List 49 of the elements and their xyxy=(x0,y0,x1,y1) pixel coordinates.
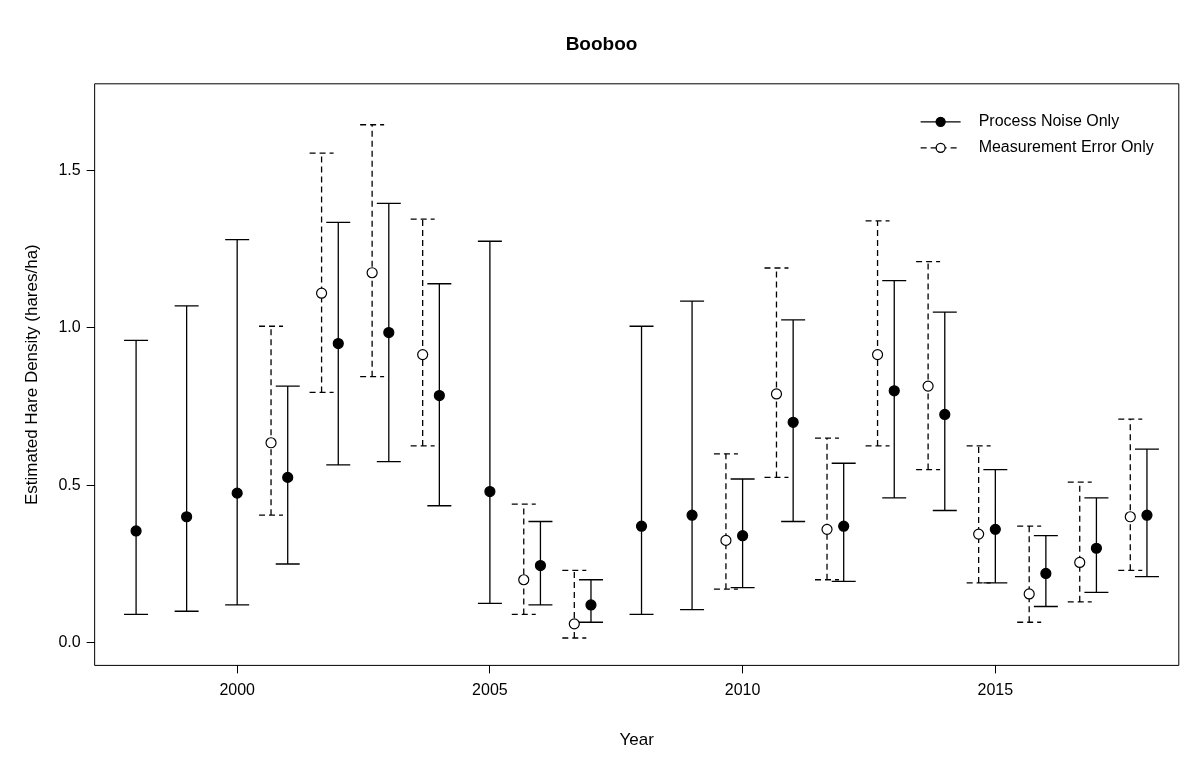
point xyxy=(922,380,934,392)
y-tick-label: 1.5 xyxy=(58,160,81,178)
point xyxy=(383,326,395,339)
point xyxy=(1090,542,1103,554)
point xyxy=(417,349,429,361)
y-tick-label: 0.0 xyxy=(58,633,81,651)
x-tick-label: 2010 xyxy=(724,681,761,699)
point xyxy=(1040,567,1052,580)
point xyxy=(1124,511,1136,523)
point xyxy=(838,520,850,532)
x-tick-label: 2005 xyxy=(472,681,508,699)
chart-title: Booboo xyxy=(565,32,638,54)
point xyxy=(231,487,243,499)
x-axis-title: Year xyxy=(619,730,655,750)
point xyxy=(888,385,900,397)
point xyxy=(315,287,328,299)
point xyxy=(366,267,378,279)
point xyxy=(534,559,547,572)
point xyxy=(635,520,648,532)
y-tick-label: 1.0 xyxy=(58,318,81,336)
point xyxy=(282,471,294,484)
point xyxy=(720,534,732,546)
point xyxy=(737,530,749,542)
point xyxy=(989,523,1001,535)
point xyxy=(130,525,142,537)
point xyxy=(821,523,833,535)
legend-label: Process Noise Only xyxy=(978,112,1120,130)
point xyxy=(518,574,530,586)
point xyxy=(939,408,951,421)
point xyxy=(568,618,580,630)
x-tick-label: 2000 xyxy=(219,681,256,699)
x-tick-label: 2015 xyxy=(977,681,1014,699)
point xyxy=(181,511,193,523)
point xyxy=(686,509,698,521)
point xyxy=(332,337,344,350)
legend-label: Measurement Error Only xyxy=(978,138,1154,156)
point xyxy=(871,349,884,361)
point xyxy=(585,599,597,611)
point xyxy=(787,416,799,428)
point xyxy=(770,388,783,400)
point xyxy=(265,437,277,449)
point xyxy=(484,485,496,498)
point xyxy=(1141,509,1153,521)
point xyxy=(973,528,985,540)
point xyxy=(1023,588,1035,600)
y-axis-title: Estimated Hare Density (hares/ha) xyxy=(21,244,41,505)
point xyxy=(1074,556,1086,569)
y-tick-label: 0.5 xyxy=(58,475,81,493)
point xyxy=(433,389,445,402)
